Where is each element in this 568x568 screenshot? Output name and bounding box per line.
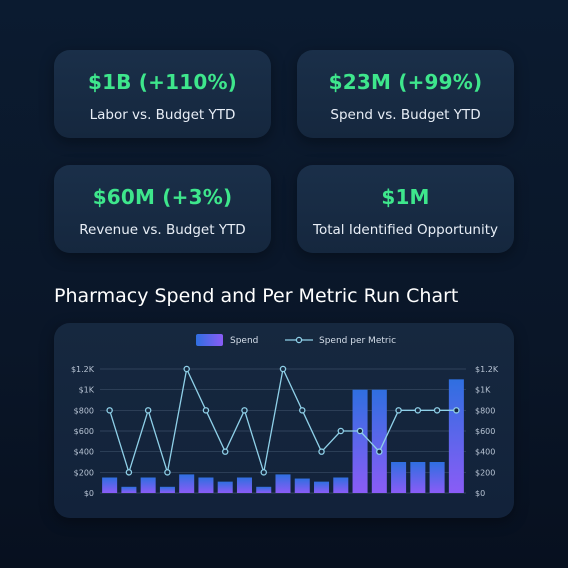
line-point bbox=[299, 407, 306, 414]
kpi-card-labor: $1B (+110%) Labor vs. Budget YTD bbox=[54, 50, 271, 138]
y-tick-label-left: $200 bbox=[74, 468, 94, 477]
chart-title: Pharmacy Spend and Per Metric Run Chart bbox=[54, 285, 459, 307]
chart-panel: Spend Spend per Metric $0 $200 $400 $600 $80… bbox=[54, 323, 514, 518]
legend-label-spend-per-metric: Spend per Metric bbox=[319, 336, 396, 346]
line-point bbox=[395, 407, 402, 414]
y-tick-label-left: $1K bbox=[79, 386, 95, 395]
bar-spend bbox=[429, 462, 445, 493]
y-tick-label-right: $0 bbox=[475, 489, 485, 498]
line-point bbox=[337, 427, 345, 435]
line-point bbox=[144, 407, 152, 414]
line-series bbox=[106, 365, 460, 476]
bar-spend bbox=[102, 477, 118, 493]
line-point bbox=[414, 407, 422, 414]
legend-label-spend: Spend bbox=[230, 336, 258, 346]
kpi-value: $23M (+99%) bbox=[328, 70, 483, 94]
line-point bbox=[356, 427, 364, 435]
y-tick-label-right: $200 bbox=[475, 468, 495, 477]
bars bbox=[102, 379, 464, 493]
bar-spend bbox=[275, 474, 291, 493]
y-tick-label-right: $800 bbox=[475, 406, 495, 415]
bar-spend bbox=[352, 389, 368, 493]
bar-spend bbox=[140, 477, 156, 493]
kpi-card-spend: $23M (+99%) Spend vs. Budget YTD bbox=[297, 50, 514, 138]
y-tick-label-left: $1.2K bbox=[71, 365, 95, 374]
y-tick-label-left: $400 bbox=[74, 448, 94, 457]
bar-spend bbox=[256, 486, 272, 493]
bar-spend bbox=[314, 481, 330, 493]
run-chart: Spend Spend per Metric $0 $200 $400 $600 $80… bbox=[71, 334, 499, 498]
bar-spend bbox=[410, 462, 426, 493]
line-point bbox=[260, 469, 267, 476]
y-tick-label-right: $400 bbox=[475, 448, 495, 457]
y-axis-left: $0 $200 $400 $600 $800 $1K $1.2K bbox=[71, 365, 95, 498]
bar-spend bbox=[121, 486, 137, 493]
bar-spend bbox=[179, 474, 195, 493]
line-point bbox=[164, 469, 171, 476]
line-point bbox=[241, 407, 248, 414]
y-tick-label-right: $600 bbox=[475, 427, 495, 436]
bar-spend bbox=[236, 477, 252, 493]
line-point bbox=[202, 407, 210, 414]
y-tick-label-left: $800 bbox=[74, 406, 94, 415]
y-tick-label-left: $0 bbox=[84, 489, 94, 498]
line-point bbox=[318, 448, 325, 455]
line-point bbox=[279, 365, 287, 373]
bar-spend bbox=[294, 478, 310, 493]
kpi-card-revenue: $60M (+3%) Revenue vs. Budget YTD bbox=[54, 165, 271, 253]
line-point bbox=[221, 448, 229, 455]
line-point bbox=[453, 407, 460, 414]
line-point bbox=[433, 407, 441, 414]
kpi-label: Spend vs. Budget YTD bbox=[330, 107, 481, 123]
line-point bbox=[376, 448, 383, 455]
kpi-value: $1M bbox=[381, 185, 430, 209]
bar-spend bbox=[371, 389, 387, 493]
chart-legend: Spend Spend per Metric bbox=[196, 334, 396, 346]
kpi-label: Total Identified Opportunity bbox=[313, 222, 498, 238]
line-spend-per-metric bbox=[109, 366, 457, 475]
y-tick-label-left: $600 bbox=[74, 427, 94, 436]
y-axis-right: $0 $200 $400 $600 $800 $1K $1.2K bbox=[475, 365, 499, 498]
bar-spend bbox=[198, 477, 214, 493]
y-tick-label-right: $1K bbox=[475, 386, 491, 395]
line-point bbox=[106, 407, 113, 414]
bar-spend bbox=[448, 379, 464, 493]
bar-spend bbox=[217, 481, 233, 493]
kpi-value: $1B (+110%) bbox=[87, 70, 238, 94]
line-point bbox=[125, 469, 133, 476]
bar-spend bbox=[391, 462, 407, 493]
line-point bbox=[183, 365, 190, 373]
legend-marker bbox=[295, 336, 303, 344]
kpi-label: Revenue vs. Budget YTD bbox=[79, 222, 246, 238]
legend-swatch-spend bbox=[196, 334, 223, 346]
kpi-card-opportunity: $1M Total Identified Opportunity bbox=[297, 165, 514, 253]
kpi-label: Labor vs. Budget YTD bbox=[89, 107, 236, 123]
bar-spend bbox=[333, 477, 349, 493]
y-tick-label-right: $1.2K bbox=[475, 365, 499, 374]
bar-spend bbox=[159, 486, 175, 493]
kpi-value: $60M (+3%) bbox=[92, 185, 233, 209]
